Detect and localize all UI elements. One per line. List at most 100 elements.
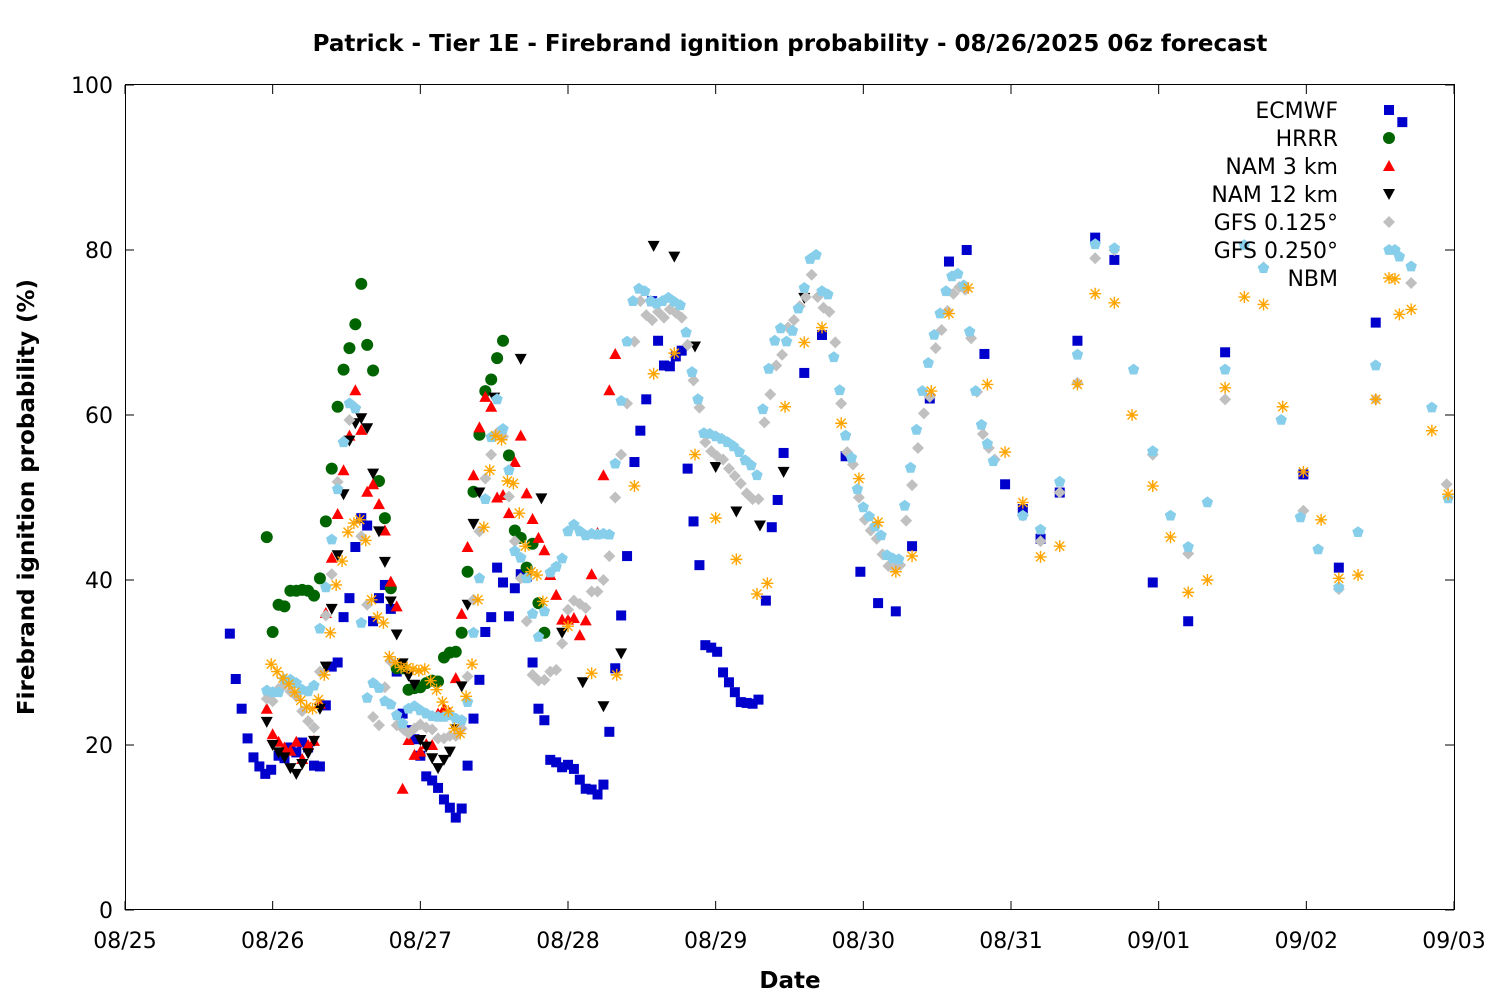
data-point <box>479 390 492 402</box>
data-point <box>337 363 350 376</box>
legend-label: HRRR <box>1276 127 1338 152</box>
data-point <box>1146 479 1159 492</box>
data-point <box>344 593 355 604</box>
data-point <box>735 697 746 708</box>
data-point <box>688 448 701 461</box>
data-point <box>609 347 622 359</box>
data-point <box>477 521 490 534</box>
data-point <box>835 417 848 430</box>
data-point <box>1182 541 1194 552</box>
data-points <box>224 117 1454 823</box>
data-point <box>952 267 964 279</box>
data-point <box>829 336 842 349</box>
x-tick-label: 08/30 <box>832 929 895 954</box>
data-point <box>799 367 810 378</box>
data-point <box>981 378 994 391</box>
data-point <box>266 740 279 751</box>
data-point <box>733 446 745 457</box>
data-point <box>975 418 988 430</box>
data-point <box>1053 486 1066 499</box>
data-point <box>786 324 799 336</box>
data-point <box>456 714 468 726</box>
data-point <box>519 540 532 553</box>
data-point <box>899 499 911 511</box>
data-point <box>367 710 380 723</box>
data-point <box>254 761 265 772</box>
data-point <box>610 663 621 674</box>
series-square <box>224 117 1408 823</box>
data-point <box>835 397 848 410</box>
data-point <box>355 423 368 435</box>
data-point <box>556 552 568 564</box>
data-point <box>657 311 670 324</box>
data-point <box>627 295 639 306</box>
data-point <box>550 663 563 676</box>
data-point <box>745 459 757 471</box>
data-point <box>1333 581 1345 593</box>
data-point <box>533 703 544 714</box>
data-point <box>355 277 368 290</box>
data-point <box>1257 262 1270 273</box>
data-point <box>780 335 793 347</box>
data-point <box>622 551 633 562</box>
data-point <box>609 457 621 469</box>
data-point <box>401 661 414 674</box>
data-point <box>325 551 338 563</box>
data-point <box>568 518 580 530</box>
data-point <box>681 338 694 351</box>
data-point <box>485 400 498 412</box>
data-point <box>815 321 828 334</box>
data-point <box>384 596 397 608</box>
data-point <box>462 760 473 771</box>
data-point <box>700 640 711 651</box>
data-point <box>503 611 514 622</box>
data-point <box>424 674 437 687</box>
data-point <box>573 629 586 641</box>
data-point <box>266 728 279 740</box>
data-point <box>385 698 397 710</box>
data-point <box>1089 287 1102 300</box>
data-point <box>798 282 810 293</box>
data-point <box>319 609 332 622</box>
axis-ticks: 0 20 40 60 80 100 08/25 08/26 08/27 08/28 08/29 08/… <box>71 74 1486 954</box>
data-point <box>911 442 924 454</box>
data-point <box>776 348 789 361</box>
data-point <box>889 565 902 578</box>
data-point <box>999 446 1012 459</box>
data-point <box>539 715 550 726</box>
data-point <box>514 353 527 365</box>
legend-label: GFS 0.250° <box>1214 239 1338 264</box>
data-point <box>378 512 391 525</box>
data-point <box>778 447 789 458</box>
data-point <box>1053 540 1066 553</box>
data-point <box>337 436 350 448</box>
data-point <box>260 702 273 714</box>
data-point <box>1108 296 1121 309</box>
x-tick-label: 09/01 <box>1127 929 1190 954</box>
data-point <box>910 423 923 435</box>
data-point <box>591 585 604 598</box>
data-point <box>603 550 616 563</box>
y-axis-title: Firebrand ignition probability (%) <box>14 279 40 715</box>
data-point <box>438 794 449 805</box>
data-point <box>907 541 918 552</box>
y-tick-label: 0 <box>99 899 113 924</box>
data-point <box>397 708 408 719</box>
data-point <box>290 768 303 780</box>
data-point <box>260 716 273 728</box>
data-point <box>852 472 865 485</box>
data-point <box>760 595 771 606</box>
data-point <box>875 529 887 541</box>
data-point <box>509 545 521 556</box>
data-point <box>480 626 491 637</box>
data-point <box>498 577 509 588</box>
data-point <box>520 487 533 499</box>
data-point <box>917 407 930 420</box>
data-point <box>514 429 527 441</box>
data-point <box>367 364 380 377</box>
data-point <box>502 490 515 503</box>
data-point <box>857 501 869 513</box>
data-point <box>433 782 444 793</box>
data-point <box>538 605 551 617</box>
data-point <box>497 334 510 347</box>
